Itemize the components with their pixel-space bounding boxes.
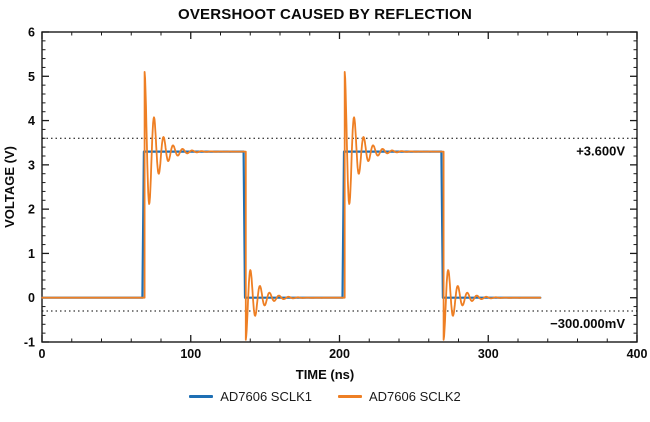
legend-label-sclk1: AD7606 SCLK1: [220, 389, 312, 404]
legend-item-sclk2: AD7606 SCLK2: [338, 389, 461, 404]
y-tick-label: 0: [28, 291, 35, 305]
sclk1-line-swatch: [189, 395, 214, 398]
reference-line-label: −300.000mV: [550, 316, 625, 331]
reference-line-label: +3.600V: [576, 143, 625, 158]
sclk2-line-swatch: [338, 395, 362, 398]
plot-frame: [41, 31, 638, 343]
x-tick-label: 300: [478, 347, 499, 361]
y-tick-label: 1: [28, 247, 35, 261]
series-line-2: [41, 71, 542, 341]
x-tick-label: 200: [329, 347, 350, 361]
legend-item-sclk1: AD7606 SCLK1: [189, 389, 312, 404]
y-tick-label: -1: [24, 336, 35, 350]
x-tick-label: 0: [39, 347, 46, 361]
plot-area: 0 100 200 300 400 -1 0 1 2 3 4 5 6 +3.600V −300.000mV: [24, 26, 648, 361]
x-tick-label: 100: [180, 347, 201, 361]
y-tick-label: 6: [28, 26, 35, 40]
series-line-1: [40, 150, 542, 299]
chart-svg: 0 100 200 300 400-10123456+3.600V−300.000mV …: [2, 26, 648, 361]
x-tick-label: 400: [627, 347, 648, 361]
y-tick-label: 4: [28, 114, 35, 128]
y-tick-label: 3: [28, 158, 35, 172]
chart-title: OVERSHOOT CAUSED BY REFLECTION: [177, 6, 473, 23]
legend-label-sclk2: AD7606 SCLK2: [369, 389, 461, 404]
legend: AD7606 SCLK1 AD7606 SCLK2: [0, 389, 650, 404]
y-tick-label: 5: [28, 70, 35, 84]
x-axis-title: TIME (ns): [295, 367, 355, 382]
y-axis-title: VOLTAGE (V): [2, 146, 17, 228]
y-tick-label: 2: [28, 203, 35, 217]
